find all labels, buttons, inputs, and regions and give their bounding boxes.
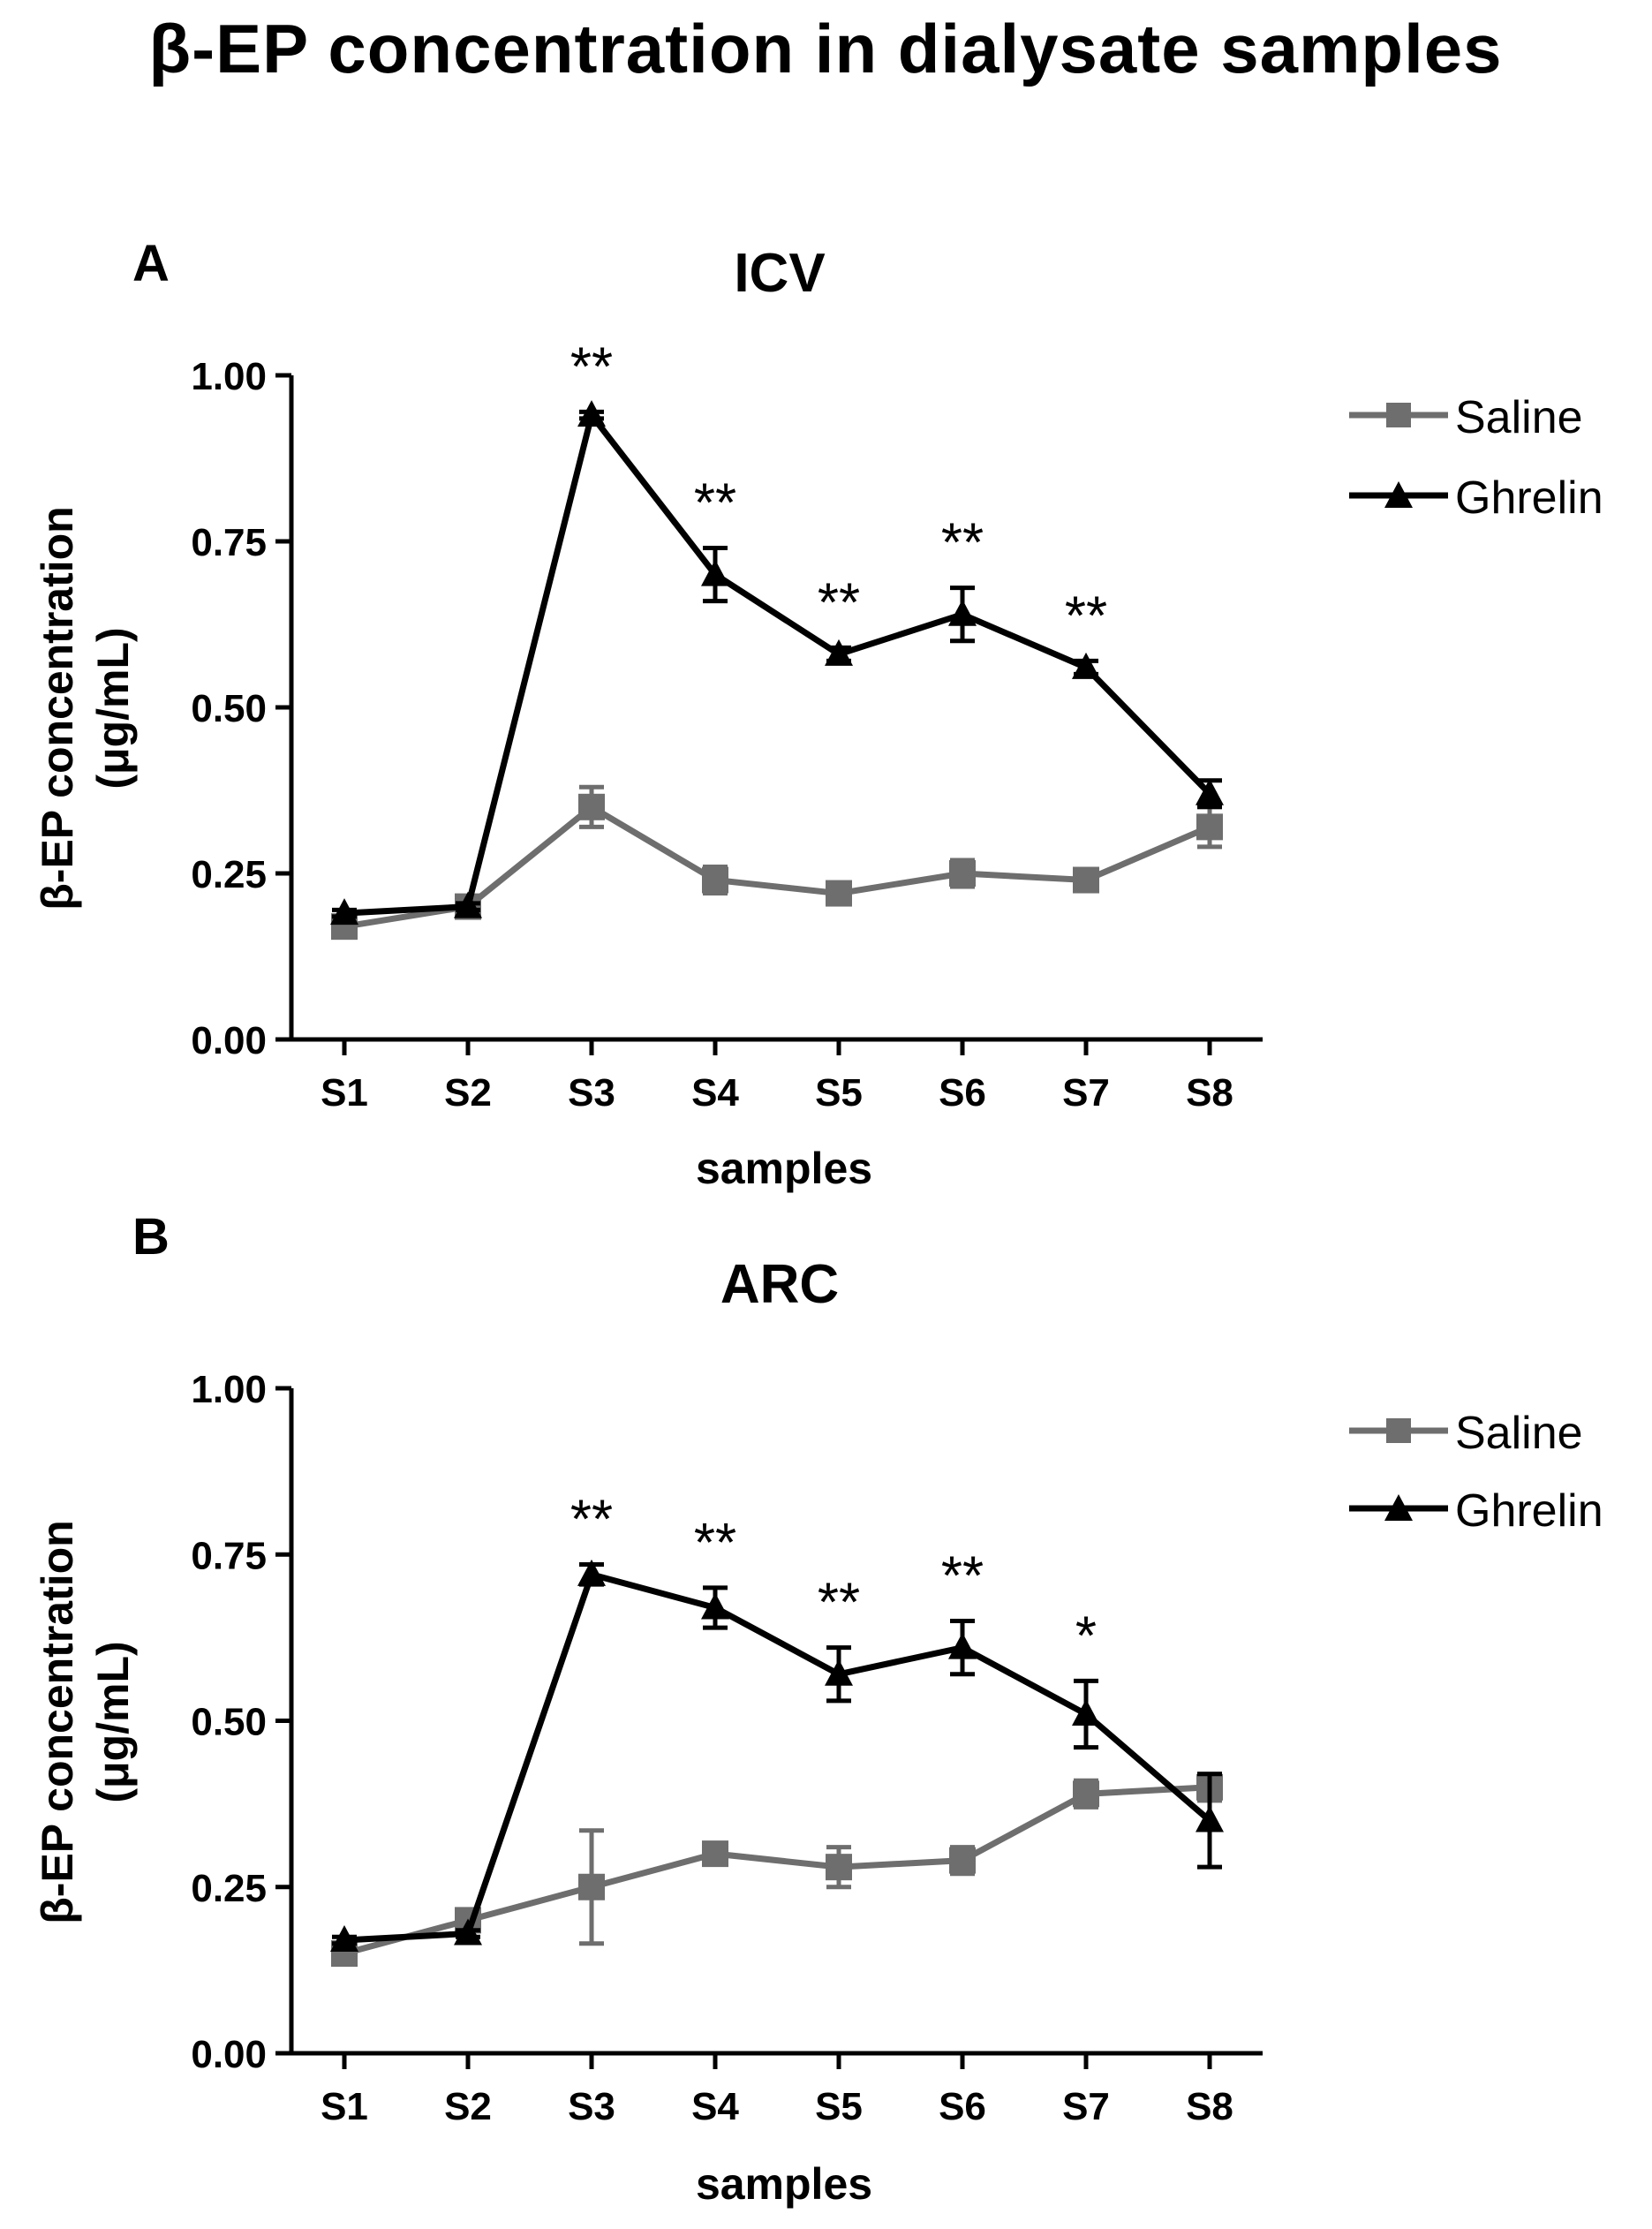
y-tick-label: 0.75 [191, 521, 267, 564]
significance-marker: ** [941, 1546, 984, 1607]
significance-marker: ** [1065, 586, 1107, 646]
panel-title: ICV [734, 243, 825, 304]
y-axis-unit: (μg/mL) [88, 1641, 138, 1802]
legend-label-ghrelin: Ghrelin [1455, 472, 1603, 524]
x-tick-label: S3 [568, 2085, 615, 2128]
x-tick-label: S6 [939, 1071, 986, 1114]
data-point-saline [949, 1847, 976, 1874]
y-tick-label: 1.00 [191, 355, 267, 398]
data-point-saline [1073, 1780, 1099, 1808]
y-axis-label: β-EP concentration [33, 506, 82, 910]
data-point-ghrelin [948, 599, 977, 626]
data-point-ghrelin [825, 1659, 853, 1686]
data-point-ghrelin [948, 1632, 977, 1659]
legend-item-ghrelin: Ghrelin [1349, 472, 1603, 524]
x-tick-label: S7 [1062, 2085, 1110, 2128]
legend-label-saline: Saline [1455, 392, 1583, 443]
legend-label-saline: Saline [1455, 1408, 1583, 1459]
panel-letter: B [132, 1208, 170, 1266]
y-tick-label: 1.00 [191, 1368, 267, 1411]
series-line-ghrelin [343, 1570, 1212, 1944]
data-point-ghrelin [577, 1559, 606, 1586]
legend-label-ghrelin: Ghrelin [1455, 1485, 1603, 1537]
y-tick-label: 0.00 [191, 1019, 267, 1062]
x-axis-label: samples [696, 1144, 872, 1193]
y-tick-label: 0.75 [191, 1534, 267, 1577]
x-tick-label: S6 [939, 2085, 986, 2128]
data-point-saline [826, 880, 852, 907]
x-tick-label: S3 [568, 1071, 615, 1114]
data-point-ghrelin [1072, 652, 1100, 679]
panel-title: ARC [720, 1254, 839, 1315]
legend-marker-saline [1386, 1418, 1411, 1443]
significance-marker: ** [694, 1513, 736, 1574]
legend-marker-ghrelin [1384, 481, 1413, 508]
significance-marker: ** [694, 473, 736, 534]
x-tick-label: S7 [1062, 1071, 1110, 1114]
legend-item-saline: Saline [1349, 1408, 1583, 1459]
significance-marker: ** [570, 1490, 613, 1551]
y-axis-label: β-EP concentration [33, 1520, 82, 1923]
significance-marker: ** [818, 572, 860, 633]
data-point-ghrelin [330, 898, 358, 926]
legend: Saline Ghrelin [1349, 1408, 1603, 1537]
y-tick-label: 0.50 [191, 1701, 267, 1744]
y-tick-label: 0.25 [191, 1867, 267, 1910]
x-tick-label: S5 [815, 2085, 863, 2128]
data-point-saline [702, 866, 728, 894]
panel-letter: A [132, 235, 170, 292]
data-point-ghrelin [454, 1918, 482, 1946]
x-tick-label: S2 [444, 1071, 492, 1114]
data-point-ghrelin [701, 559, 729, 586]
data-point-saline [1073, 866, 1099, 894]
series-line-saline [343, 803, 1211, 930]
significance-marker: * [1075, 1606, 1097, 1666]
legend-marker-saline [1386, 403, 1411, 427]
legend-item-saline: Saline [1349, 392, 1583, 443]
panel-a: A ICV β-EP concentration (μg/mL) samples… [33, 235, 1603, 1193]
x-axis-label: samples [696, 2159, 872, 2209]
data-point-ghrelin [454, 891, 482, 918]
figure-title: β-EP concentration in dialysate samples [149, 10, 1503, 87]
data-point-saline [702, 1840, 728, 1868]
data-point-ghrelin [825, 638, 853, 666]
y-tick-label: 0.50 [191, 687, 267, 730]
data-point-saline [578, 1873, 605, 1900]
data-point-ghrelin [330, 1924, 358, 1952]
y-axis-unit: (μg/mL) [88, 627, 138, 789]
data-point-saline [826, 1854, 852, 1881]
significance-marker: ** [570, 336, 613, 397]
data-point-ghrelin [701, 1592, 729, 1620]
panel-b: B ARC β-EP concentration (μg/mL) samples… [33, 1208, 1603, 2209]
legend-marker-ghrelin [1384, 1494, 1413, 1521]
data-point-saline [578, 793, 605, 820]
data-point-ghrelin [1196, 778, 1224, 805]
x-tick-label: S8 [1186, 2085, 1233, 2128]
significance-marker: ** [818, 1573, 860, 1634]
x-tick-label: S8 [1186, 1071, 1233, 1114]
plot-area: 0.00 0.25 0.50 0.75 1.00 S1 S2 S3 S4 S5 S6 S7 S8 ** **… [191, 336, 1263, 1114]
data-point-ghrelin [1072, 1698, 1100, 1726]
significance-marker: ** [941, 513, 984, 574]
data-point-ghrelin [577, 400, 606, 427]
x-tick-label: S1 [321, 2085, 368, 2128]
x-tick-label: S2 [444, 2085, 492, 2128]
x-tick-label: S1 [321, 1071, 368, 1114]
legend: Saline Ghrelin [1349, 392, 1603, 524]
x-tick-label: S5 [815, 1071, 863, 1114]
y-tick-label: 0.25 [191, 853, 267, 896]
x-tick-label: S4 [691, 1071, 739, 1114]
x-tick-label: S4 [691, 2085, 739, 2128]
legend-item-ghrelin: Ghrelin [1349, 1485, 1603, 1537]
y-tick-label: 0.00 [191, 2033, 267, 2076]
series-line-ghrelin [343, 408, 1212, 917]
series-line-saline [343, 1784, 1211, 1957]
data-point-ghrelin [1196, 1805, 1224, 1832]
data-point-saline [1196, 813, 1223, 841]
data-point-saline [949, 860, 976, 887]
